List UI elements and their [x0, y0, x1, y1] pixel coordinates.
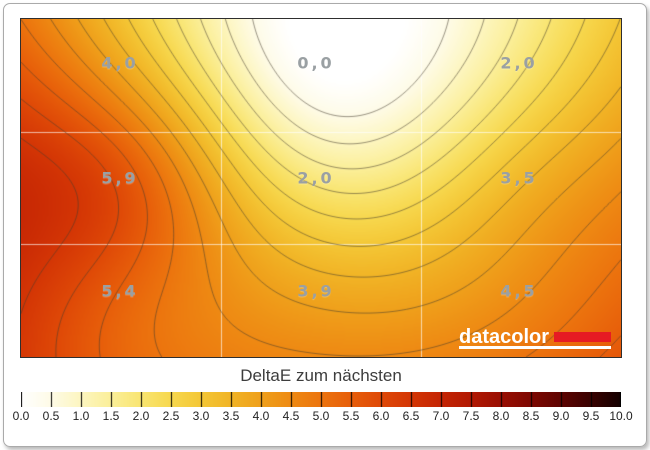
colorbar-tick-label: 4.5: [282, 409, 300, 423]
cell-label: 5,4: [101, 281, 139, 301]
cell-label: 2,0: [297, 168, 335, 188]
colorbar-tick-labels: 0.0 0.5 1.0 1.5 2.0 2.5 3.0 3.5 4.0 4.5 5.0 5.5 6.0 6…: [13, 409, 633, 423]
colorbar-tick-label: 0.0: [12, 409, 30, 423]
datacolor-logo: datacolor: [459, 326, 612, 349]
colorbar-canvas: [21, 392, 621, 407]
colorbar-tick-label: 0.5: [42, 409, 60, 423]
colorbar-tick-label: 1.5: [102, 409, 120, 423]
colorbar-tick-label: 6.5: [402, 409, 420, 423]
colorbar-tick-label: 9.5: [582, 409, 600, 423]
colorbar-tick-label: 10.0: [609, 409, 633, 423]
colorbar-tick-label: 5.0: [312, 409, 330, 423]
cell-label: 4,5: [500, 281, 538, 301]
colorbar-tick-label: 8.5: [522, 409, 540, 423]
colorbar-tick-label: 2.5: [162, 409, 180, 423]
cell-label: 2,0: [500, 53, 538, 73]
cell-label: 5,9: [101, 168, 139, 188]
colorbar-tick-label: 2.0: [132, 409, 150, 423]
cell-label: 4,0: [101, 53, 139, 73]
colorbar-tick-label: 3.0: [192, 409, 210, 423]
cell-label: 3,5: [500, 168, 538, 188]
colorbar-tick-label: 4.0: [252, 409, 270, 423]
colorbar-tick-label: 9.0: [552, 409, 570, 423]
colorbar-tick-label: 1.0: [72, 409, 90, 423]
cell-label: 3,9: [297, 281, 335, 301]
cell-label: 0,0: [297, 53, 335, 73]
datacolor-logo-text: datacolor: [459, 326, 550, 348]
colorbar-tick-label: 3.5: [222, 409, 240, 423]
contour-map: 4,0 0,0 2,0 5,9 2,0 3,5 5,4 3,9 4,5 data…: [20, 18, 622, 358]
colorbar-title: DeltaE zum nächsten: [240, 366, 402, 385]
colorbar-tick-label: 7.5: [462, 409, 480, 423]
colorbar-tick-label: 5.5: [342, 409, 360, 423]
colorbar-tick-label: 7.0: [432, 409, 450, 423]
colorbar-tick-label: 6.0: [372, 409, 390, 423]
contour-map-canvas: [21, 19, 621, 357]
colorbar-tick-label: 8.0: [492, 409, 510, 423]
datacolor-logo-red-bar: [554, 332, 612, 342]
